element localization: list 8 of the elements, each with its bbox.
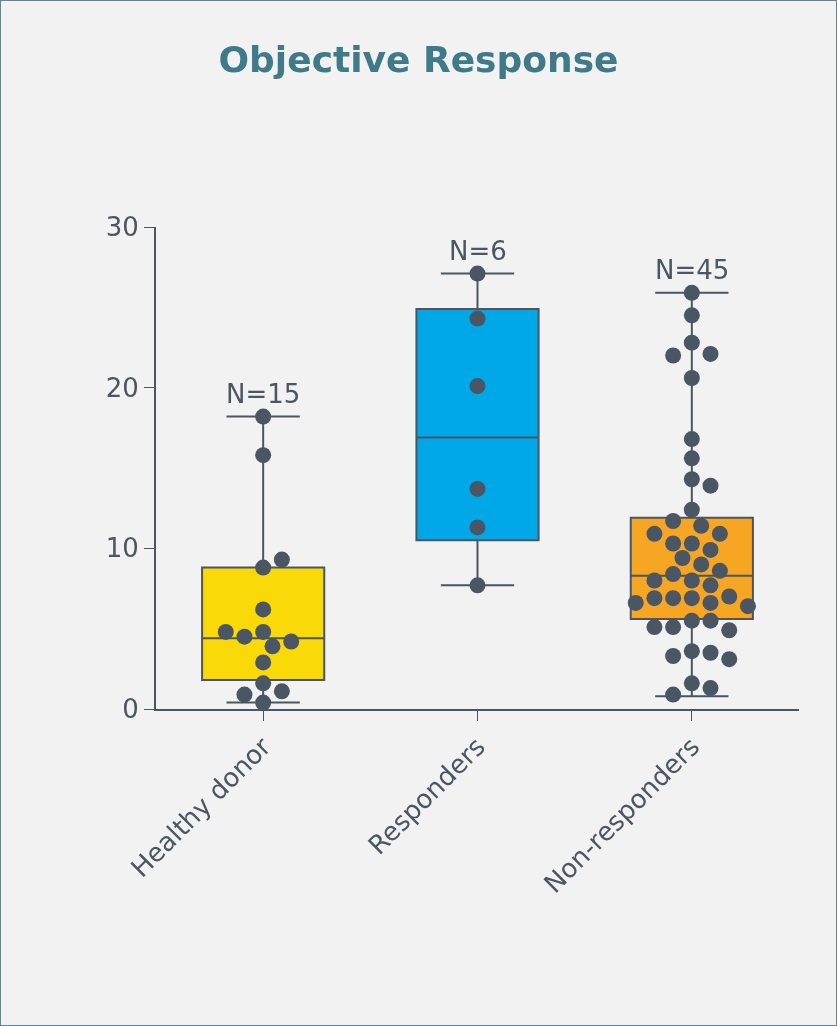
annotation: N=15 xyxy=(226,379,301,409)
y-tick-label: 0 xyxy=(122,694,139,725)
y-tick-label: 10 xyxy=(105,533,139,564)
y-tick-label: 20 xyxy=(105,372,139,403)
chart-title: Objective Response xyxy=(218,39,619,81)
y-tick-label: 30 xyxy=(105,212,139,243)
annotation: N=6 xyxy=(449,236,507,266)
annotation: N=45 xyxy=(655,255,730,285)
